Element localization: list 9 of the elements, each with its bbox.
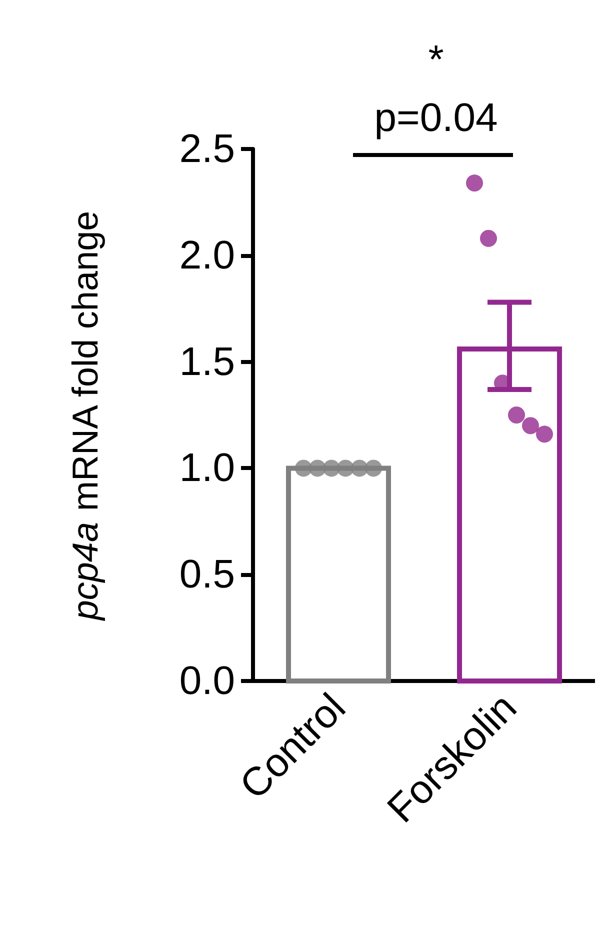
y-tick-label: 1.5 (179, 340, 235, 384)
y-tick-label: 2.0 (179, 233, 235, 278)
y-tick-label: 2.5 (179, 127, 235, 171)
y-tick-label: 0.5 (179, 552, 235, 597)
y-tick-label: 1.0 (179, 446, 235, 490)
y-axis-title: pcp4a mRNA fold change (64, 210, 106, 622)
text: * (428, 38, 444, 82)
y-tick-label: 0.0 (179, 659, 235, 703)
text: p=0.04 (374, 96, 498, 140)
